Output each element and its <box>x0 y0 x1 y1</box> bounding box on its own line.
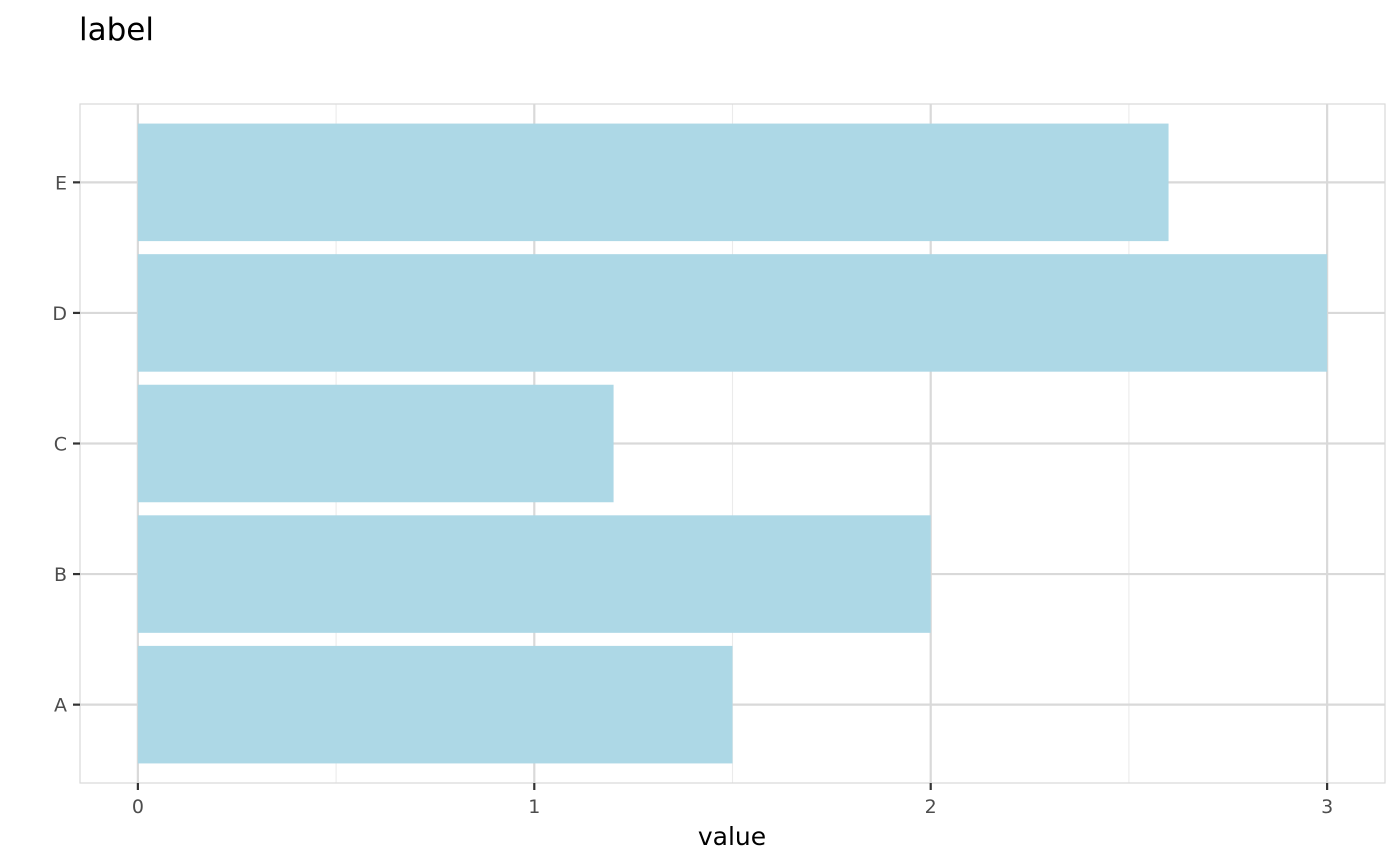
bar-c <box>137 384 614 503</box>
y-axis: A B C D E <box>52 172 80 717</box>
bar-d <box>137 254 1328 372</box>
x-tick-label: 3 <box>1321 796 1333 818</box>
bar-e <box>137 123 1169 242</box>
bar-b <box>137 515 931 633</box>
x-tick-label: 0 <box>132 796 144 818</box>
x-axis: 0 1 2 3 <box>132 783 1333 818</box>
y-tick-label: B <box>54 564 67 586</box>
x-tick-label: 2 <box>925 796 937 818</box>
bar-a <box>137 645 733 764</box>
y-tick-label: D <box>52 303 67 325</box>
y-tick-label: A <box>54 695 67 717</box>
chart-title: label <box>79 12 154 48</box>
x-tick-label: 1 <box>528 796 540 818</box>
y-tick-label: C <box>54 434 67 456</box>
x-axis-title: value <box>698 822 766 851</box>
y-tick-label: E <box>55 172 67 194</box>
bars <box>137 123 1328 764</box>
